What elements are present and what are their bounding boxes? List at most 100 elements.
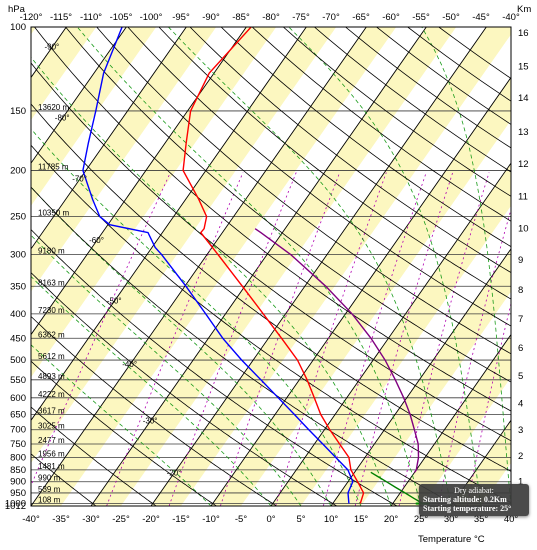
dry-adiabat-line	[31, 186, 458, 506]
dry-adiabat-line	[220, 27, 511, 248]
top-temp-tick-label: -115°	[50, 12, 72, 23]
pressure-tick-label: 400	[10, 309, 26, 320]
temperature-line	[182, 27, 365, 504]
moist-adiabat-line	[421, 27, 511, 506]
height-label: 3025 m	[38, 422, 65, 431]
pressure-tick-label: 1012	[5, 501, 26, 512]
dry-adiabat-line	[34, 27, 511, 412]
dry-adiabat-line	[127, 27, 511, 327]
y-axis-title-right: Km	[517, 4, 531, 15]
tooltip-title: Dry adiabat:	[454, 486, 494, 495]
moist-adiabat-line	[31, 275, 272, 506]
isotherm-line	[31, 27, 367, 506]
mixing-ratio-line	[466, 301, 511, 506]
moist-adiabat-line	[31, 56, 392, 506]
isotherm-line	[31, 27, 187, 250]
top-temp-tick-label: -75°	[292, 12, 310, 23]
pressure-tick-label: 850	[10, 465, 26, 476]
pressure-tick-label: 800	[10, 452, 26, 463]
isotherm-line	[210, 76, 511, 506]
km-tick-label: 1	[518, 476, 523, 487]
km-tick-label: 6	[518, 343, 523, 354]
height-label: 5612 m	[38, 352, 65, 361]
dry-adiabat-line	[31, 315, 277, 506]
bottom-temp-tick-label: 15°	[354, 514, 369, 525]
bottom-temp-tick-label: -40°	[22, 514, 40, 525]
height-label: 108 m	[38, 496, 61, 505]
mixing-ratio-line	[438, 208, 511, 506]
top-temp-tick-label: -40°	[502, 12, 520, 23]
pressure-tick-label: 750	[10, 439, 26, 450]
height-label: 1481 m	[38, 462, 65, 471]
isotherm-line	[270, 162, 511, 506]
bottom-temp-tick-label: -30°	[82, 514, 100, 525]
dry-adiabat-line	[31, 272, 337, 506]
top-temp-tick-label: -105°	[110, 12, 133, 23]
dry-adiabat-tooltip: Dry adiabat: Starting altitude: 0.2Km St…	[419, 484, 529, 516]
bottom-temp-tick-label: 5°	[296, 514, 305, 525]
top-temp-tick-label: -50°	[442, 12, 460, 23]
moist-adiabat-line	[31, 344, 212, 506]
dry-adiabat-line	[65, 27, 511, 383]
km-tick-label: 15	[518, 61, 529, 72]
km-tick-label: 13	[518, 127, 529, 138]
isotherm-line	[150, 27, 487, 506]
km-tick-label: 10	[518, 224, 529, 235]
bottom-temp-tick-label: -15°	[172, 514, 190, 525]
temperature-bands	[31, 27, 511, 506]
top-temp-tick-label: -120°	[20, 12, 43, 23]
top-temp-tick-label: -85°	[232, 12, 250, 23]
dry-adiabat-line	[31, 360, 217, 506]
bottom-temp-tick-label: 25°	[414, 514, 429, 525]
pressure-tick-label: 200	[10, 165, 26, 176]
height-label: 13620 m	[38, 103, 69, 112]
pressure-tick-label: 350	[10, 281, 26, 292]
pressure-tick-label: 650	[10, 409, 26, 420]
isotherm-temp-label: -60°	[89, 236, 104, 245]
pressure-tick-label: 100	[10, 22, 26, 33]
inner-labels: 13620 m 11785 m 10350 m 9180 m 8163 m 7230 m 6…	[38, 43, 181, 505]
dry-adiabat-line	[31, 228, 398, 506]
isotherm-temp-label: -70°	[72, 175, 87, 184]
bottom-temp-tick-label: 10°	[324, 514, 339, 525]
mixing-ratio-line	[398, 172, 490, 506]
bottom-temp-tick-label: -10°	[202, 514, 220, 525]
isotherm-band	[151, 27, 511, 506]
height-label: 8163 m	[38, 278, 65, 287]
bottom-temp-tick-label: 30°	[444, 514, 459, 525]
bottom-temp-tick-label: 0°	[266, 514, 275, 525]
dry-adiabat-line	[31, 406, 157, 506]
bottom-temp-tick-label: 40°	[504, 514, 519, 525]
pressure-tick-label: 300	[10, 249, 26, 260]
pressure-tick-label: 150	[10, 106, 26, 117]
height-label: 990 m	[38, 474, 61, 483]
mixing-ratio-line	[31, 172, 171, 487]
bottom-temp-tick-label: -25°	[112, 514, 130, 525]
dry-adiabat-line	[251, 27, 511, 222]
mixing-ratio-line	[220, 172, 341, 506]
isotherm-band	[91, 27, 457, 506]
tooltip-starting-temperature: Starting temperature: 25°	[423, 504, 512, 513]
isotherm-temp-label: -90°	[44, 43, 59, 52]
height-label: 9180 m	[38, 246, 65, 255]
height-label: 7230 m	[38, 306, 65, 315]
isotherm-line	[31, 27, 127, 164]
top-temp-tick-label: -80°	[262, 12, 280, 23]
y-axis-title-left: hPa	[8, 4, 26, 15]
isotherm-band	[361, 291, 511, 506]
top-temp-tick-label: -100°	[140, 12, 163, 23]
plot-frame	[30, 26, 512, 507]
km-tick-label: 12	[518, 159, 529, 170]
top-temp-tick-label: -55°	[412, 12, 430, 23]
km-tick-label: 3	[518, 425, 523, 436]
moist-adiabat-line	[31, 128, 362, 506]
bottom-temp-tick-label: 35°	[474, 514, 489, 525]
axes: 100 150 200 250 300 350 400 450 500 550 600 650 700 7…	[5, 12, 529, 525]
height-label: 2477 m	[38, 436, 65, 445]
km-tick-label: 8	[518, 285, 523, 296]
isotherm-line	[450, 419, 511, 506]
height-label: 3617 m	[38, 406, 65, 415]
isotherm-temp-label: -30°	[143, 417, 158, 426]
height-label: 10350 m	[38, 209, 69, 218]
isotherm-band	[301, 205, 511, 506]
